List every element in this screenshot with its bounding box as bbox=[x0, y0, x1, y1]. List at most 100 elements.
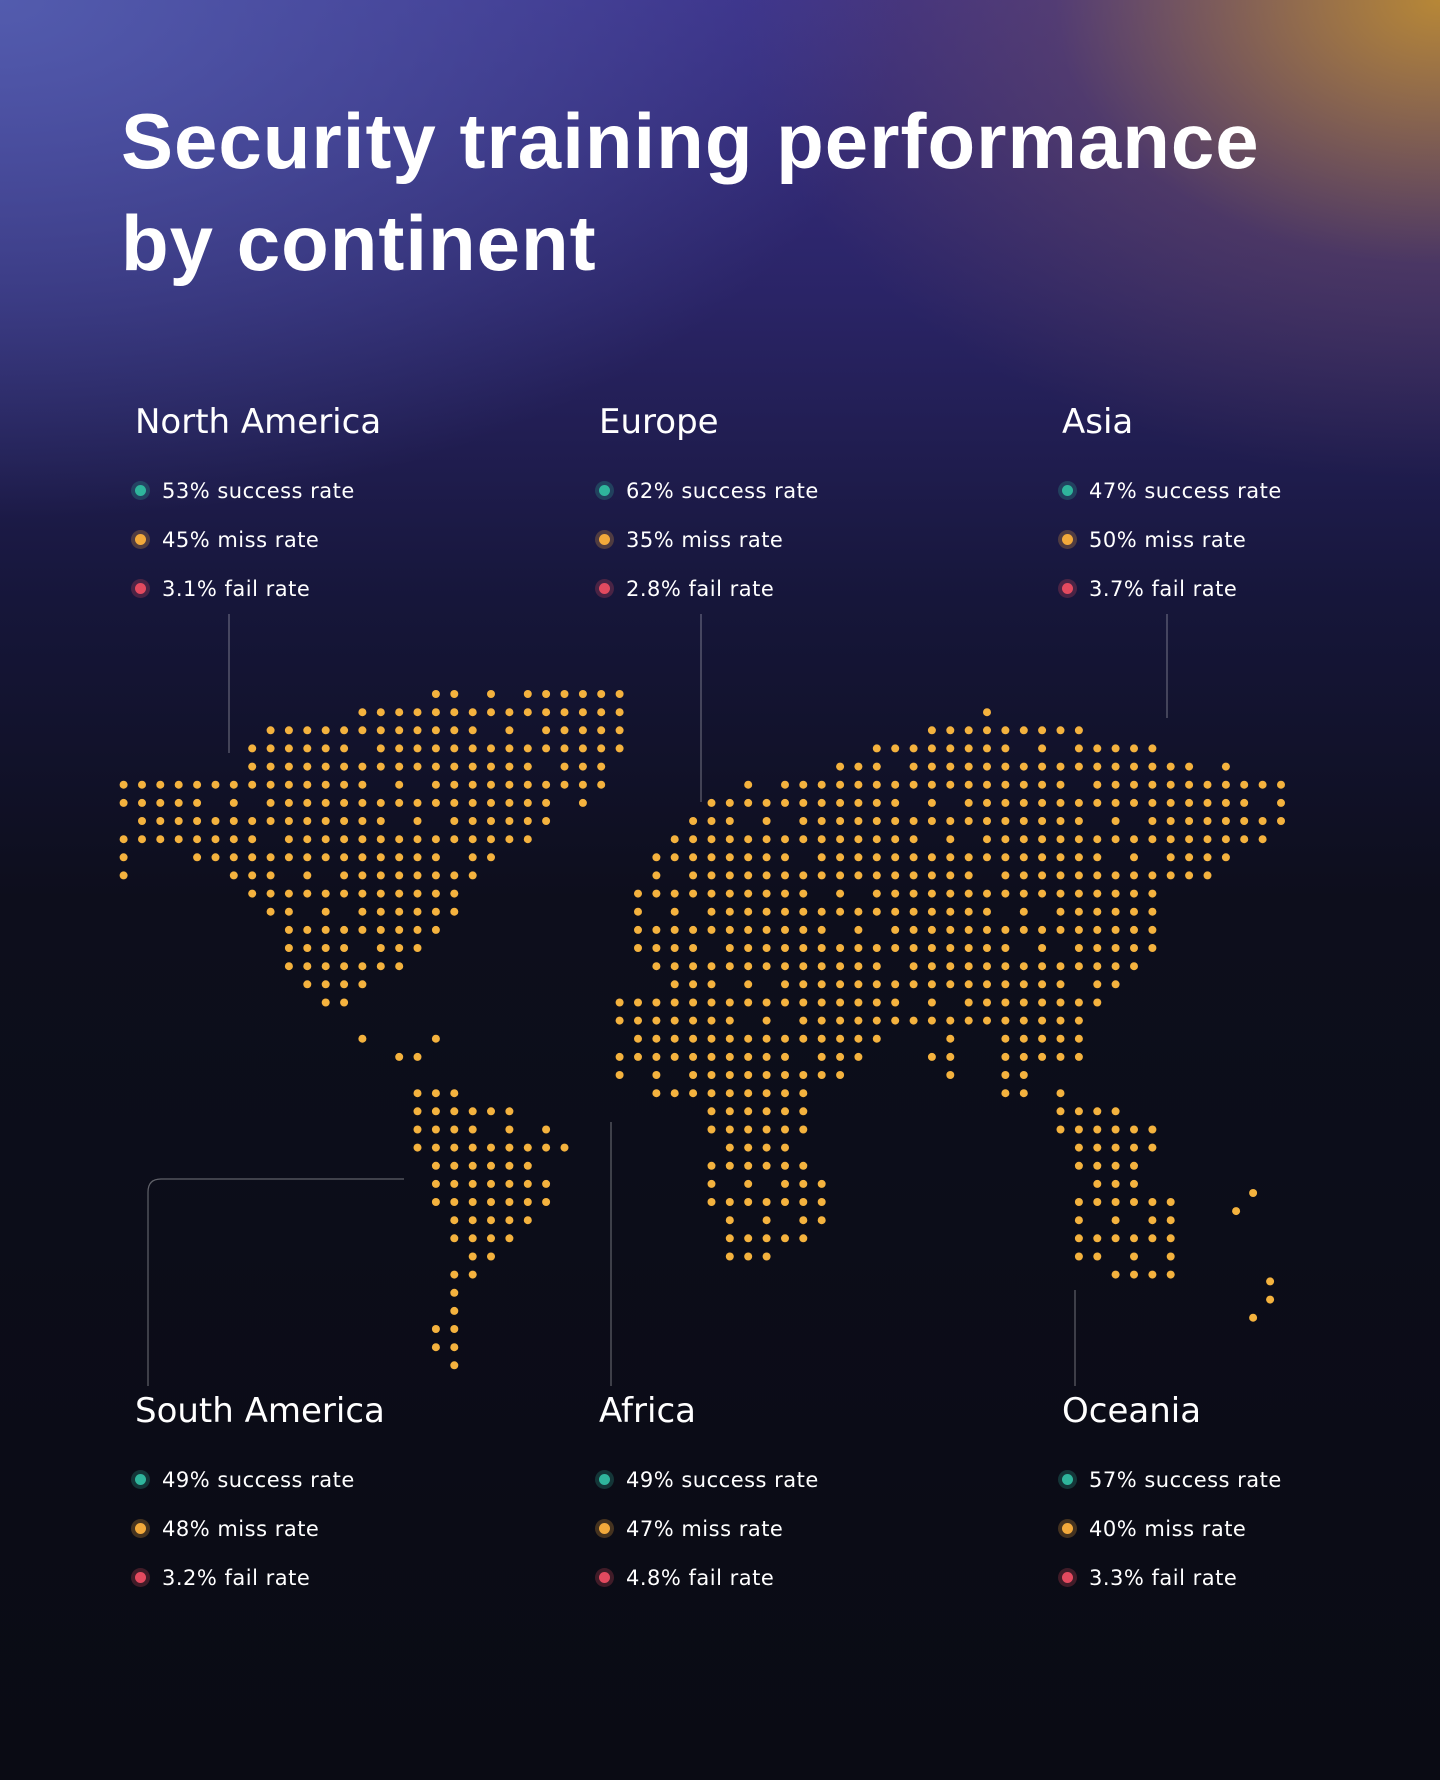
map-dot bbox=[1038, 780, 1047, 789]
map-dot bbox=[1221, 762, 1230, 771]
map-dot bbox=[891, 925, 900, 934]
map-dot bbox=[578, 744, 587, 753]
map-dot bbox=[468, 853, 477, 862]
map-dot bbox=[1093, 871, 1102, 880]
map-dot bbox=[505, 708, 514, 717]
map-dot bbox=[927, 998, 936, 1007]
region-block: Europe 62% success rate 35% miss rate 2.8% … bbox=[599, 400, 1019, 613]
map-dot bbox=[799, 798, 808, 807]
region-name: Oceania bbox=[1062, 1391, 1202, 1431]
map-dot bbox=[340, 889, 349, 898]
map-dot bbox=[799, 889, 808, 898]
map-dot bbox=[505, 744, 514, 753]
map-dot bbox=[1148, 1125, 1157, 1134]
map-dot bbox=[1019, 925, 1028, 934]
stat-bullet bbox=[135, 534, 146, 545]
map-dot bbox=[358, 889, 367, 898]
map-dot bbox=[1019, 780, 1028, 789]
map-dot bbox=[431, 1089, 440, 1098]
map-dot bbox=[119, 798, 128, 807]
map-dot bbox=[762, 835, 771, 844]
map-dot bbox=[854, 817, 863, 825]
map-dot bbox=[983, 907, 991, 916]
map-dot bbox=[836, 962, 845, 971]
map-dot bbox=[413, 726, 422, 735]
map-dot bbox=[762, 1234, 771, 1243]
map-dot bbox=[781, 944, 789, 952]
map-dot bbox=[1038, 853, 1047, 862]
map-dot bbox=[725, 1071, 734, 1079]
map-dot bbox=[615, 690, 624, 698]
stat-row: 53% success rate bbox=[135, 466, 555, 515]
stat-row: 3.1% fail rate bbox=[135, 564, 555, 613]
map-dot bbox=[174, 798, 183, 807]
map-dot bbox=[156, 798, 165, 807]
map-dot bbox=[946, 817, 955, 825]
map-dot bbox=[468, 1161, 477, 1170]
map-dot bbox=[156, 817, 165, 825]
map-dot bbox=[781, 889, 789, 898]
map-dot bbox=[284, 798, 293, 807]
map-dot bbox=[1056, 907, 1065, 916]
map-dot bbox=[321, 925, 330, 934]
map-dot bbox=[431, 690, 440, 698]
map-dot bbox=[707, 1161, 716, 1170]
map-dot bbox=[927, 944, 936, 952]
map-dot bbox=[909, 980, 918, 989]
map-dot bbox=[670, 1089, 679, 1098]
map-dot bbox=[468, 1107, 477, 1116]
map-dot bbox=[340, 835, 349, 844]
map-dot bbox=[431, 1179, 440, 1188]
map-dot bbox=[450, 1288, 459, 1297]
map-dot bbox=[211, 853, 220, 862]
map-dot bbox=[983, 798, 991, 807]
map-dot bbox=[395, 744, 404, 753]
map-dot bbox=[964, 817, 973, 825]
map-dot bbox=[505, 780, 514, 789]
map-dot bbox=[450, 835, 459, 844]
map-dot bbox=[891, 744, 900, 753]
map-dot bbox=[174, 835, 183, 844]
map-dot bbox=[431, 871, 440, 880]
map-dot bbox=[983, 817, 991, 825]
map-dot bbox=[450, 1306, 459, 1315]
map-dot bbox=[523, 1179, 532, 1188]
map-dot bbox=[1074, 1234, 1083, 1243]
map-dot bbox=[854, 780, 863, 789]
map-dot bbox=[946, 980, 955, 989]
map-dot bbox=[1203, 835, 1212, 844]
map-dot bbox=[266, 762, 275, 771]
map-dot bbox=[634, 925, 642, 934]
map-dot bbox=[872, 944, 881, 952]
map-dot bbox=[652, 1016, 661, 1025]
map-dot bbox=[1056, 1107, 1065, 1116]
map-dot bbox=[1277, 798, 1285, 807]
map-dot bbox=[1001, 944, 1010, 952]
map-dot bbox=[303, 962, 312, 971]
map-dot bbox=[909, 762, 918, 771]
map-dot bbox=[1074, 798, 1083, 807]
map-dot bbox=[542, 744, 551, 753]
map-dot bbox=[1130, 1198, 1138, 1206]
map-dot bbox=[505, 835, 514, 844]
map-dot bbox=[909, 817, 918, 825]
map-dot bbox=[284, 744, 293, 753]
map-dot bbox=[1277, 780, 1285, 789]
stat-row: 45% miss rate bbox=[135, 515, 555, 564]
map-dot bbox=[799, 1034, 808, 1043]
map-dot bbox=[523, 708, 532, 717]
map-dot bbox=[468, 817, 477, 825]
map-dot bbox=[964, 962, 973, 971]
map-dot bbox=[744, 1143, 753, 1152]
map-dot bbox=[1111, 780, 1120, 789]
map-dot bbox=[1019, 726, 1028, 735]
map-dot bbox=[689, 1052, 698, 1061]
map-dot bbox=[1001, 889, 1010, 898]
map-dot bbox=[487, 690, 495, 698]
map-dot bbox=[1148, 817, 1157, 825]
map-dot bbox=[1001, 853, 1010, 862]
map-dot bbox=[1056, 1052, 1065, 1061]
map-dot bbox=[450, 1325, 459, 1333]
map-dot bbox=[1148, 907, 1157, 916]
